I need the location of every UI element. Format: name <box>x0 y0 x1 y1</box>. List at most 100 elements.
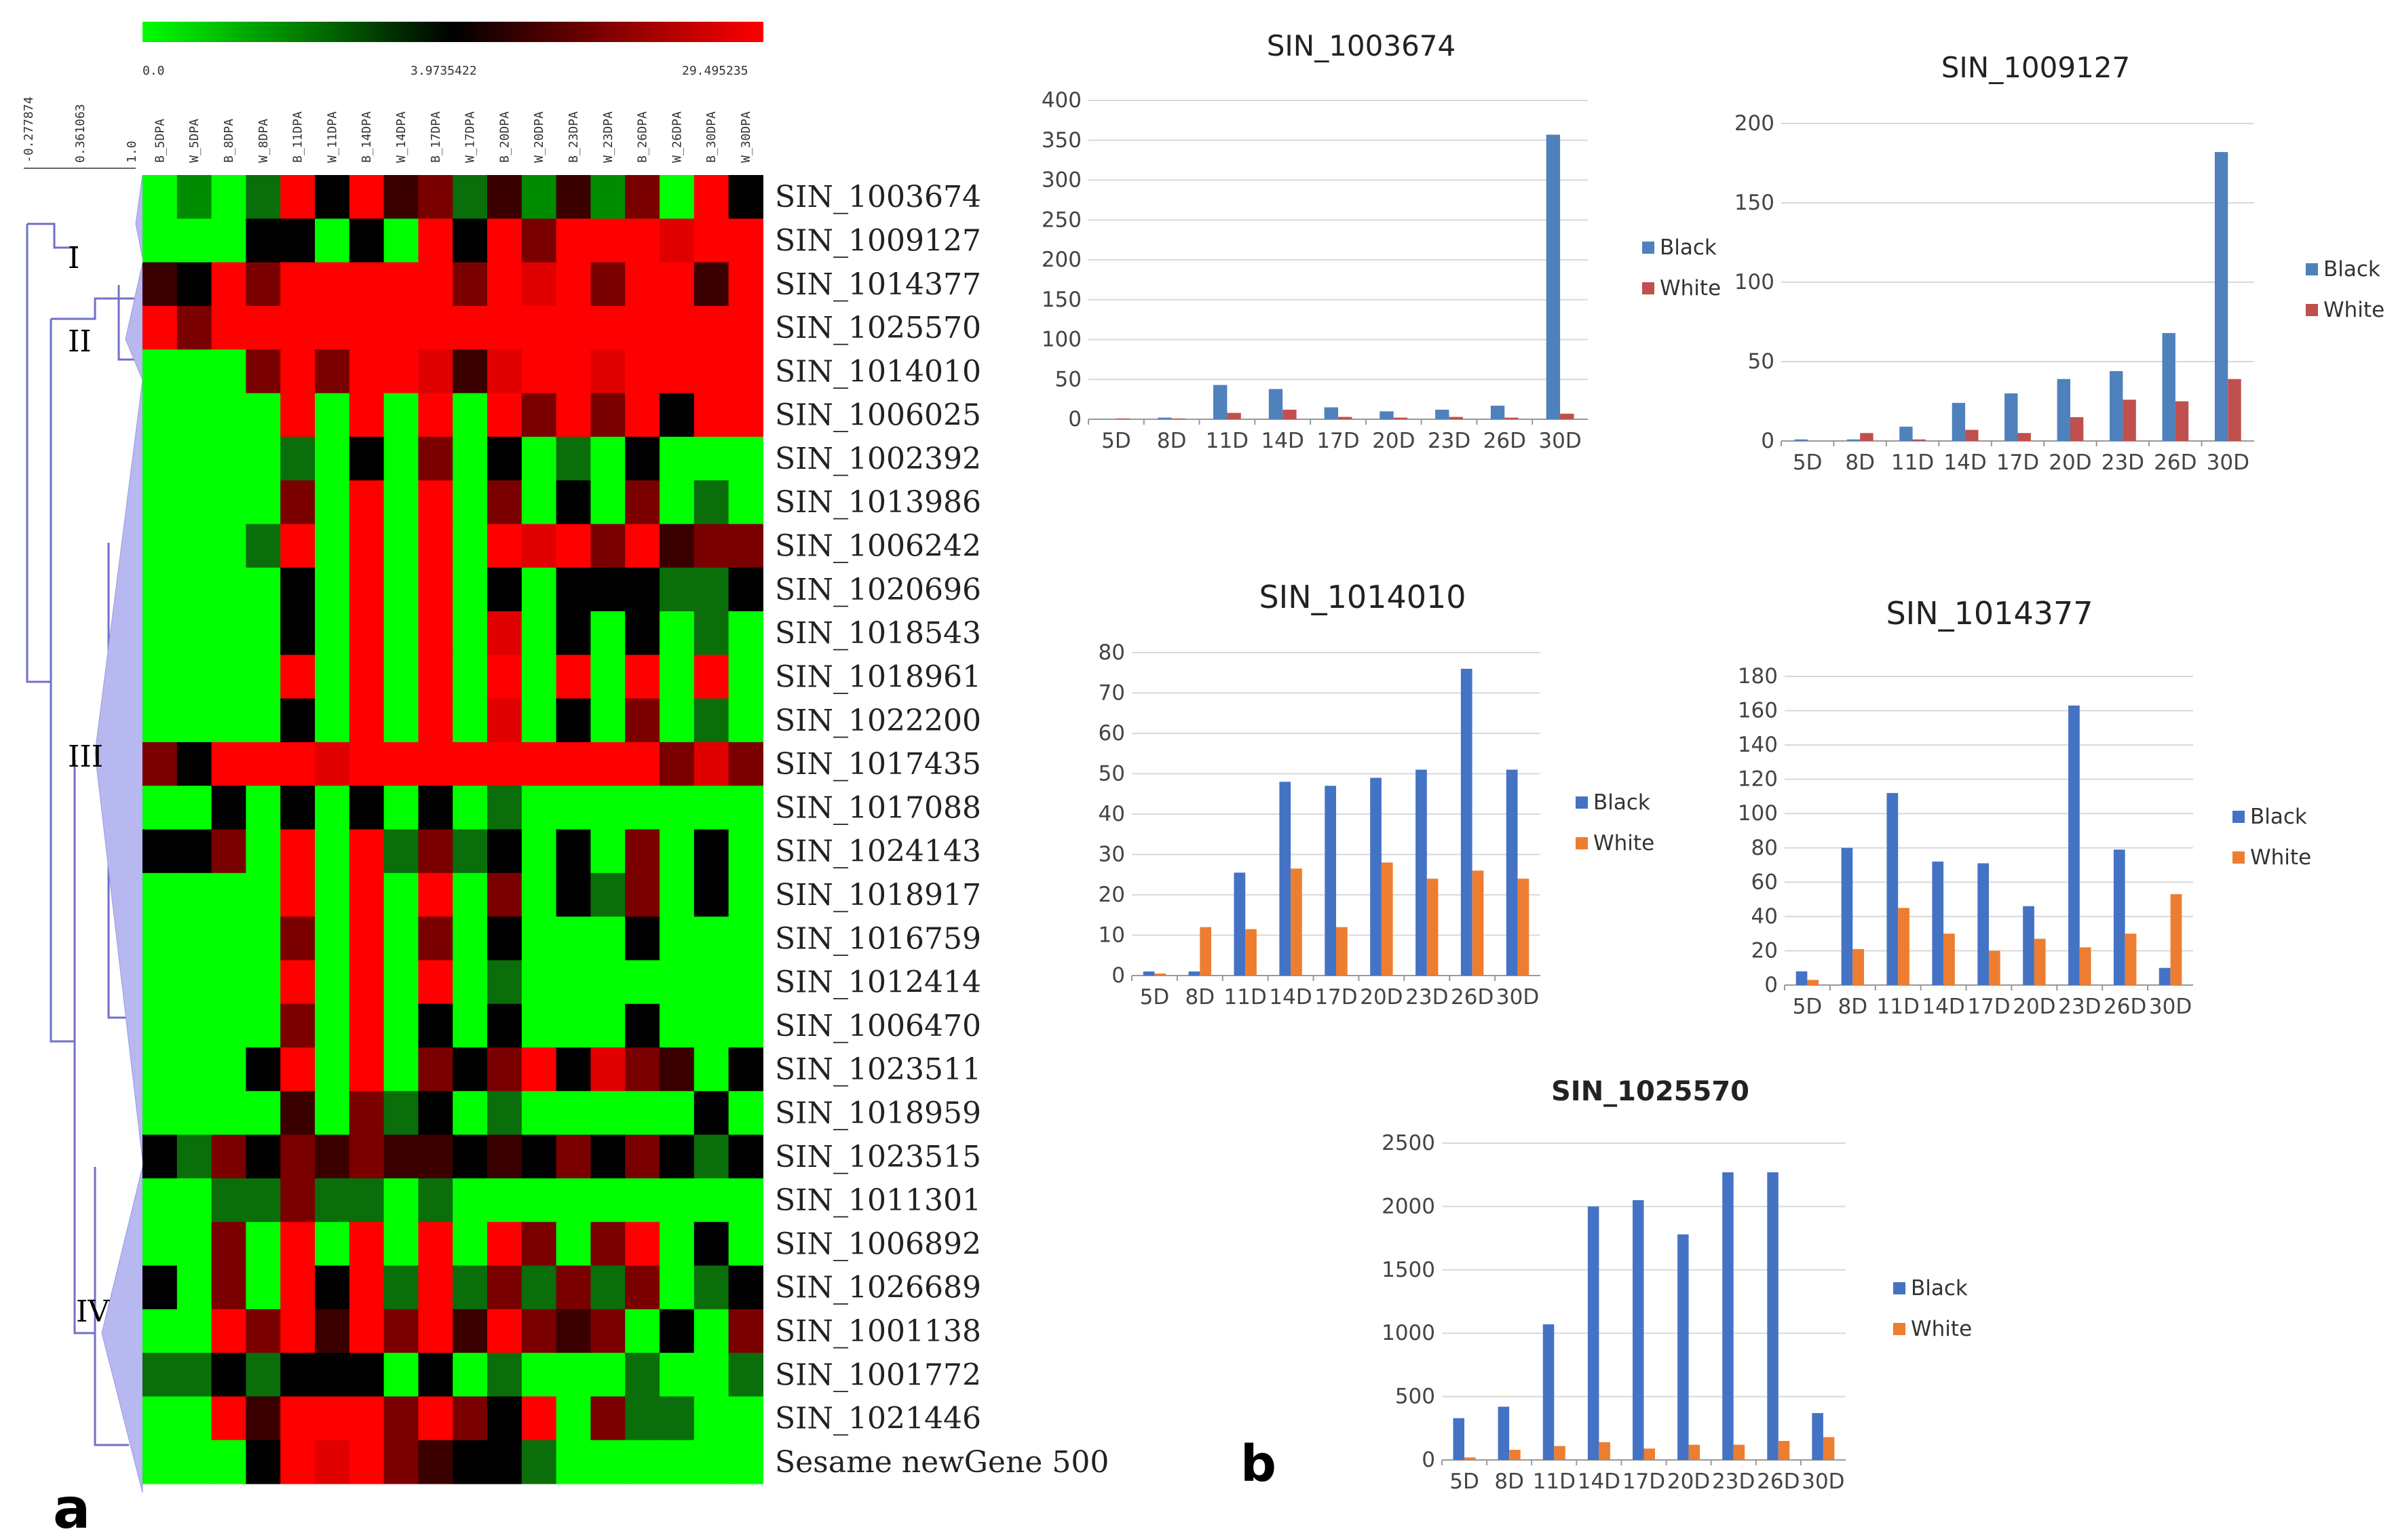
legend-swatch <box>1642 242 1654 254</box>
heatmap-cell <box>176 436 212 481</box>
heatmap-cell <box>693 872 729 917</box>
heatmap-cell <box>142 218 178 263</box>
x-tick-label: 20D <box>1372 429 1415 453</box>
bar-black <box>2023 906 2034 985</box>
legend-label: Black <box>1660 235 1717 260</box>
heatmap-cell <box>142 872 178 917</box>
heatmap-cell <box>521 1265 557 1310</box>
heatmap-cell <box>590 349 626 394</box>
heatmap-cell <box>142 436 178 481</box>
heatmap-cell <box>556 262 591 307</box>
heatmap-cell <box>211 1047 246 1092</box>
bar-white <box>2125 933 2137 985</box>
heatmap-cell <box>590 698 626 743</box>
heatmap-cell <box>625 1003 660 1048</box>
heatmap-row-label: SIN_1026689 <box>775 1271 981 1305</box>
x-tick-label: 20D <box>1360 985 1403 1009</box>
heatmap-cell <box>418 655 453 699</box>
heatmap-cell <box>349 1353 385 1397</box>
heatmap-cell <box>487 1222 522 1267</box>
bar-white <box>1381 862 1393 976</box>
heatmap-cell <box>487 393 522 438</box>
heatmap-cell <box>349 960 385 1005</box>
heatmap-row-labels: SIN_1003674 SIN_1009127 SIN_1014377 SIN_102… <box>775 180 1109 1480</box>
heatmap-cell <box>660 524 695 569</box>
heatmap-cell <box>176 480 212 524</box>
heatmap-row-label: SIN_1020696 <box>775 573 981 607</box>
heatmap-cell <box>590 393 626 438</box>
heatmap-cell <box>315 786 350 830</box>
heatmap-cell <box>728 1178 763 1223</box>
heatmap-cell <box>211 917 246 961</box>
heatmap-cell <box>590 960 626 1005</box>
heatmap-cell <box>246 698 281 743</box>
heatmap-cell <box>660 393 695 438</box>
heatmap-cell <box>693 655 729 699</box>
heatmap-cell <box>521 1047 557 1092</box>
heatmap-cell <box>383 436 419 481</box>
heatmap-cell <box>590 655 626 699</box>
heatmap-cell <box>693 480 729 524</box>
heatmap-cell <box>521 1178 557 1223</box>
heatmap-cell <box>590 742 626 786</box>
cluster-label: III <box>68 739 103 774</box>
heatmap-cell <box>521 872 557 917</box>
heatmap-cell <box>246 393 281 438</box>
heatmap-cell <box>625 1440 660 1484</box>
y-tick-label: 160 <box>1738 699 1778 723</box>
heatmap-cell <box>728 1396 763 1441</box>
heatmap-cell <box>556 611 591 655</box>
heatmap-cell <box>556 1091 591 1136</box>
bar-white <box>1509 1450 1521 1460</box>
heatmap-cell <box>625 393 660 438</box>
heatmap-cell <box>280 218 316 263</box>
x-tick-label: 14D <box>1922 995 1964 1019</box>
bar-black <box>1722 1172 1734 1460</box>
x-tick-label: 5D <box>1793 995 1823 1019</box>
bar-white <box>1504 417 1519 419</box>
heatmap-row-label: SIN_1014010 <box>775 354 981 389</box>
bar-white <box>2070 417 2084 441</box>
bar-black <box>1546 134 1561 419</box>
heatmap-cell <box>660 436 695 481</box>
heatmap-cell <box>487 305 522 350</box>
heatmap-column-label: W_20DPA <box>532 111 546 163</box>
heatmap-cell <box>521 524 557 569</box>
heatmap-row-label: SIN_1001138 <box>775 1314 981 1349</box>
x-tick-label: 8D <box>1845 450 1875 475</box>
bar-white <box>2170 894 2182 985</box>
heatmap-cell <box>315 393 350 438</box>
heatmap-cell <box>418 829 453 874</box>
heatmap-cell <box>418 1309 453 1353</box>
heatmap-cell <box>280 1003 316 1048</box>
heatmap-cell <box>418 611 453 655</box>
heatmap-cell <box>487 611 522 655</box>
heatmap-cell <box>315 611 350 655</box>
heatmap-cell <box>383 829 419 874</box>
heatmap-cell <box>521 262 557 307</box>
heatmap-cell <box>349 524 385 569</box>
heatmap-cell <box>487 960 522 1005</box>
heatmap-row-label: SIN_1013986 <box>775 485 981 520</box>
heatmap-cell <box>383 175 419 219</box>
heatmap-cell <box>625 175 660 219</box>
heatmap-cell <box>246 1091 281 1136</box>
heatmap-cell <box>625 1265 660 1310</box>
bar-black <box>1841 847 1853 985</box>
heatmap-cell <box>211 1091 246 1136</box>
y-tick-label: 0 <box>1111 963 1125 988</box>
heatmap-cell <box>142 960 178 1005</box>
heatmap-cell <box>383 393 419 438</box>
heatmap-cell <box>487 524 522 569</box>
heatmap-cell <box>418 436 453 481</box>
heatmap-cell <box>142 1353 178 1397</box>
heatmap-cell <box>315 175 350 219</box>
heatmap-cell <box>383 872 419 917</box>
y-tick-label: 70 <box>1099 681 1125 706</box>
heatmap-cell <box>280 1265 316 1310</box>
heatmap-cell <box>383 742 419 786</box>
y-tick-label: 350 <box>1042 128 1082 153</box>
chart-title: SIN_1014010 <box>1259 579 1466 615</box>
heatmap-cell <box>246 1440 281 1484</box>
heatmap-cell <box>487 917 522 961</box>
